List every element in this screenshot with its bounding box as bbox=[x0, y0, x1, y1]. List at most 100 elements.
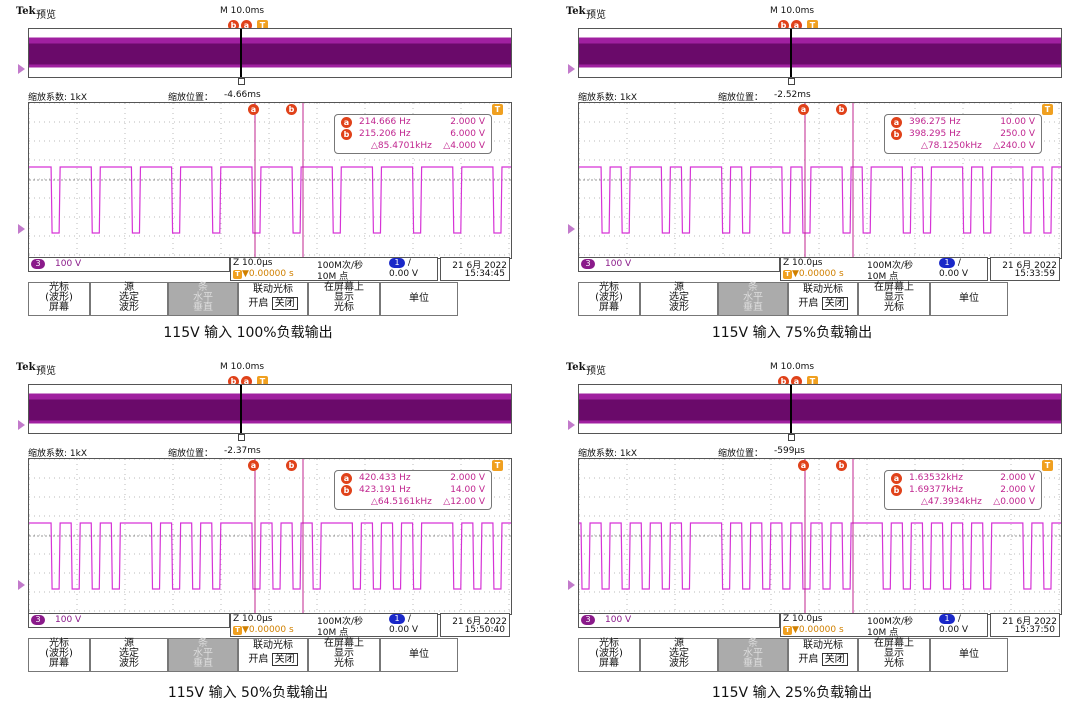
status-row: 3 100 V Z 10.0μs T ▼0.00000 s 100M次/秒 10M… bbox=[28, 257, 510, 282]
menu-source-select[interactable]: 源选定 波形 bbox=[640, 638, 718, 672]
timebase-label: M 10.0ms bbox=[770, 6, 815, 16]
ch3-level-marker-main[interactable] bbox=[568, 580, 575, 590]
ch3-status[interactable]: 3 100 V bbox=[578, 613, 780, 628]
menu-show-cursors-onscreen[interactable]: 在屏幕上 显示 光标 bbox=[858, 638, 930, 672]
menu-units[interactable]: 单位 bbox=[930, 282, 1008, 316]
cursor-a-marker-top[interactable]: a bbox=[791, 20, 802, 31]
menu-linked-cursors[interactable]: 联动光标 开启 关闭 bbox=[788, 638, 858, 672]
trigger-marker-main[interactable]: T bbox=[1042, 460, 1053, 471]
date: 21 6月 2022 bbox=[1002, 617, 1057, 627]
trigger-marker-top[interactable]: T bbox=[257, 20, 268, 31]
linked-off[interactable]: 关闭 bbox=[271, 653, 298, 666]
menu-source-select[interactable]: 源选定 波形 bbox=[640, 282, 718, 316]
linked-on[interactable]: 开启 bbox=[248, 654, 269, 665]
linked-on[interactable]: 开启 bbox=[798, 654, 819, 665]
ch3-level-marker-main[interactable] bbox=[568, 224, 575, 234]
zoom-position-marker[interactable] bbox=[788, 78, 795, 85]
waveform-overview bbox=[28, 28, 512, 78]
menu-bars-horizontal-vertical[interactable]: 条水平 垂直 bbox=[168, 638, 238, 672]
zoom-position-marker[interactable] bbox=[238, 434, 245, 441]
menu-bars-horizontal-vertical[interactable]: 条水平 垂直 bbox=[718, 282, 788, 316]
menu-cursor-screen[interactable]: 光标 (波形) 屏幕 bbox=[578, 638, 640, 672]
cursor-a-marker[interactable]: a bbox=[798, 460, 809, 471]
panel-caption-1: 115V 输入 100%负载输出 bbox=[163, 325, 333, 341]
panel-caption-2: 115V 输入 75%负载输出 bbox=[711, 325, 873, 341]
cursor-b-marker-top[interactable]: b bbox=[228, 20, 239, 31]
cursor-a-marker-top[interactable]: a bbox=[791, 376, 802, 387]
menu-linked-cursors[interactable]: 联动光标 开启 关闭 bbox=[788, 282, 858, 316]
menu-linked-cursors[interactable]: 联动光标 开启 关闭 bbox=[238, 638, 308, 672]
waveform-overview bbox=[578, 384, 1062, 434]
cursor-a-marker[interactable]: a bbox=[248, 460, 259, 471]
ch3-level-marker-main[interactable] bbox=[18, 224, 25, 234]
menu-show-cursors-onscreen[interactable]: 在屏幕上 显示 光标 bbox=[858, 282, 930, 316]
zoom-position-value: -599μs bbox=[774, 446, 805, 456]
cursor-b-marker-top[interactable]: b bbox=[778, 376, 789, 387]
ch3-status[interactable]: 3 100 V bbox=[578, 257, 780, 272]
cursor-a-marker-top[interactable]: a bbox=[241, 20, 252, 31]
trigger-marker-top[interactable]: T bbox=[257, 376, 268, 387]
menu-units[interactable]: 单位 bbox=[380, 638, 458, 672]
cursor-b-marker[interactable]: b bbox=[836, 460, 847, 471]
linked-on[interactable]: 开启 bbox=[798, 298, 819, 309]
ch3-badge: 3 bbox=[31, 259, 45, 269]
trigger-marker-top[interactable]: T bbox=[807, 376, 818, 387]
linked-off[interactable]: 关闭 bbox=[271, 297, 298, 310]
trigger-marker-main[interactable]: T bbox=[1042, 104, 1053, 115]
ch3-level-marker-overview[interactable] bbox=[568, 64, 575, 74]
cursor-b-marker[interactable]: b bbox=[836, 104, 847, 115]
brand-logo: Tek bbox=[16, 362, 36, 373]
zoom-position-marker[interactable] bbox=[788, 434, 795, 441]
menu-linked-cursors[interactable]: 联动光标 开启 关闭 bbox=[238, 282, 308, 316]
cursor-b-marker[interactable]: b bbox=[286, 104, 297, 115]
horizontal-status[interactable]: Z 10.0μs T ▼0.00000 s 100M次/秒 10M 点 1 ∕ 0… bbox=[230, 613, 438, 638]
cursor-a-value: 2.000 V bbox=[450, 473, 485, 483]
menu-show-cursors-onscreen[interactable]: 在屏幕上 显示 光标 bbox=[308, 638, 380, 672]
linked-off[interactable]: 关闭 bbox=[821, 653, 848, 666]
scope-top-bar: Tek 预览 M 10.0ms bbox=[14, 6, 518, 21]
ch3-level-marker-overview[interactable] bbox=[18, 420, 25, 430]
horizontal-status[interactable]: Z 10.0μs T ▼0.00000 s 100M次/秒 10M 点 1 ∕ 0… bbox=[780, 257, 988, 282]
ch3-level-marker-overview[interactable] bbox=[18, 64, 25, 74]
trigger-level: 0.00 V bbox=[939, 269, 969, 279]
brand-logo: Tek bbox=[566, 6, 586, 17]
trigger-marker-top[interactable]: T bbox=[807, 20, 818, 31]
trigger-marker-main[interactable]: T bbox=[492, 460, 503, 471]
horizontal-status[interactable]: Z 10.0μs T ▼0.00000 s 100M次/秒 10M 点 1 ∕ 0… bbox=[230, 257, 438, 282]
ch3-level-marker-overview[interactable] bbox=[568, 420, 575, 430]
scope-panel-2: Tek 预览 M 10.0ms b a T 缩放系数: 1kX 缩放位置： -2… bbox=[564, 6, 1068, 328]
ch3-scale: 100 V bbox=[55, 615, 82, 625]
time: 15:33:59 bbox=[1014, 269, 1055, 279]
trigger-marker-main[interactable]: T bbox=[492, 104, 503, 115]
menu-cursor-screen[interactable]: 光标 (波形) 屏幕 bbox=[578, 282, 640, 316]
cursor-b-marker[interactable]: b bbox=[286, 460, 297, 471]
cursor-a-marker[interactable]: a bbox=[798, 104, 809, 115]
cursor-a-marker-top[interactable]: a bbox=[241, 376, 252, 387]
menu-units[interactable]: 单位 bbox=[380, 282, 458, 316]
menu-bars-horizontal-vertical[interactable]: 条水平 垂直 bbox=[168, 282, 238, 316]
cursor-b-value: 14.00 V bbox=[450, 485, 485, 495]
horizontal-status[interactable]: Z 10.0μs T ▼0.00000 s 100M次/秒 10M 点 1 ∕ 0… bbox=[780, 613, 988, 638]
menu-cursor-screen[interactable]: 光标 (波形) 屏幕 bbox=[28, 282, 90, 316]
ch3-badge: 3 bbox=[581, 615, 595, 625]
ch3-status[interactable]: 3 100 V bbox=[28, 613, 230, 628]
zoom-position-marker[interactable] bbox=[238, 78, 245, 85]
zoom-time-scale: Z 10.0μs bbox=[783, 258, 823, 268]
linked-off[interactable]: 关闭 bbox=[821, 297, 848, 310]
ch3-level-marker-main[interactable] bbox=[18, 580, 25, 590]
cursor-b-frequency: 398.295 Hz bbox=[909, 129, 961, 139]
menu-cursor-screen[interactable]: 光标 (波形) 屏幕 bbox=[28, 638, 90, 672]
menu-source-select[interactable]: 源选定 波形 bbox=[90, 638, 168, 672]
ch3-status[interactable]: 3 100 V bbox=[28, 257, 230, 272]
cursor-b-marker-top[interactable]: b bbox=[228, 376, 239, 387]
cursor-b-marker-top[interactable]: b bbox=[778, 20, 789, 31]
menu-show-cursors-onscreen[interactable]: 在屏幕上 显示 光标 bbox=[308, 282, 380, 316]
menu-source-select[interactable]: 源选定 波形 bbox=[90, 282, 168, 316]
menu-bars-horizontal-vertical[interactable]: 条水平 垂直 bbox=[718, 638, 788, 672]
zoom-position-label: 缩放位置： bbox=[168, 93, 214, 103]
cursor-b-frequency: 215.206 Hz bbox=[359, 129, 411, 139]
cursor-a-marker[interactable]: a bbox=[248, 104, 259, 115]
linked-on[interactable]: 开启 bbox=[248, 298, 269, 309]
ch3-waveform bbox=[29, 166, 511, 234]
menu-units[interactable]: 单位 bbox=[930, 638, 1008, 672]
